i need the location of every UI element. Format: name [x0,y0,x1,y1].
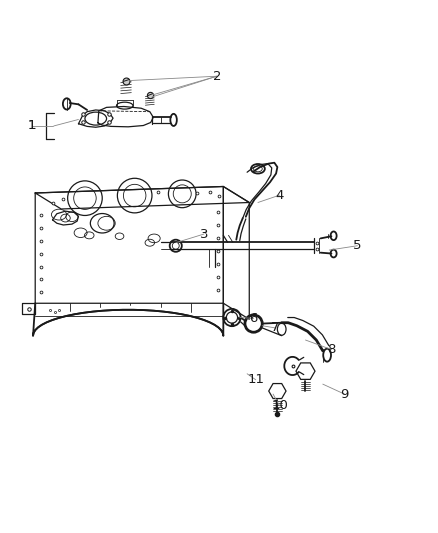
Text: 11: 11 [247,373,264,386]
Text: 9: 9 [340,387,349,401]
Text: 2: 2 [212,70,221,83]
Text: 7: 7 [271,321,279,334]
Text: 8: 8 [327,343,336,356]
Text: 1: 1 [28,119,36,133]
Text: 6: 6 [249,312,258,325]
Text: 10: 10 [271,399,288,412]
Text: 1: 1 [28,119,36,133]
Text: 3: 3 [200,228,208,240]
Text: 4: 4 [276,189,284,201]
Text: 5: 5 [353,239,362,252]
